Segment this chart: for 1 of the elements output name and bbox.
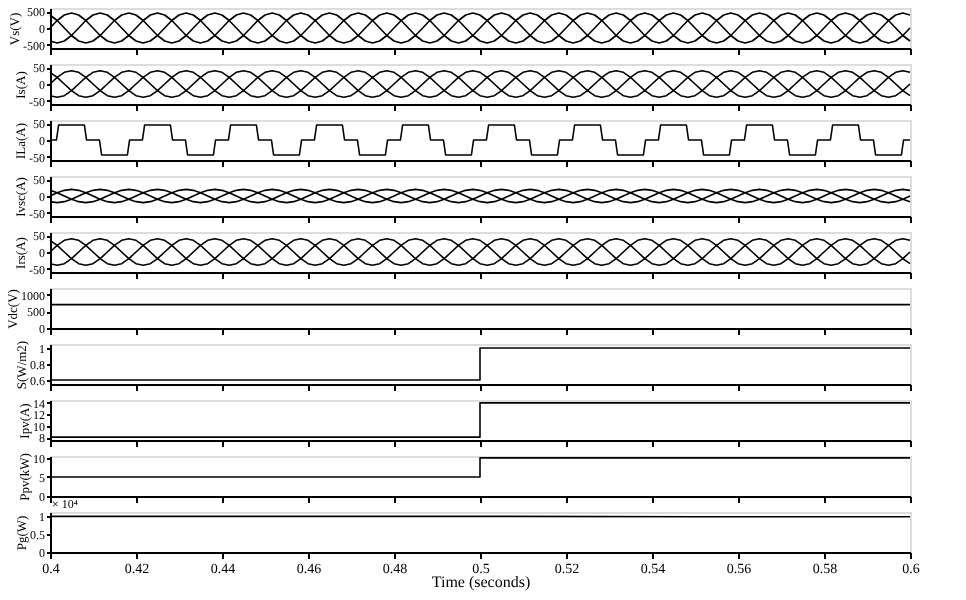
x-axis-title: Time (seconds)	[431, 573, 531, 591]
